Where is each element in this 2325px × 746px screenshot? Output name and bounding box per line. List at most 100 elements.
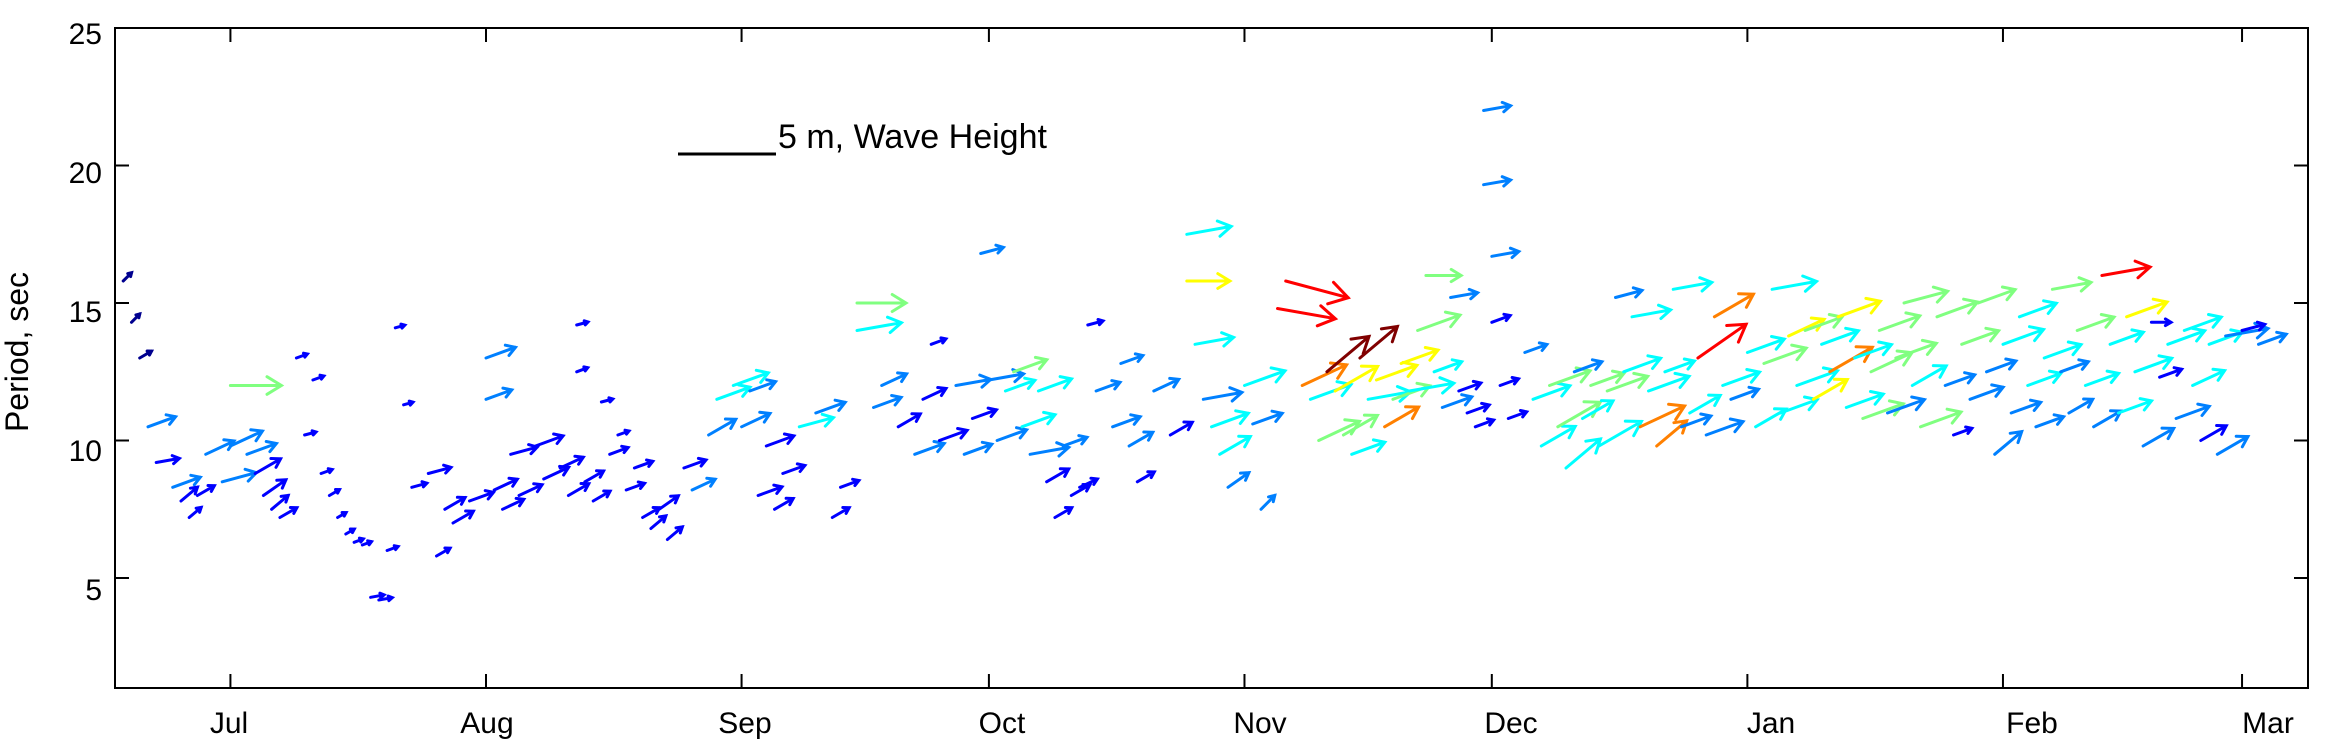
wave-arrow: [781, 462, 808, 475]
wave-arrow: [1655, 418, 1689, 448]
wave-arrow: [954, 373, 994, 389]
x-tick-label: Sep: [718, 707, 771, 740]
wave-arrow: [1952, 425, 1975, 437]
wave-arrow: [872, 394, 904, 409]
x-tick-label: Dec: [1484, 707, 1537, 740]
wave-arrow: [1243, 366, 1288, 387]
wave-arrow: [195, 484, 217, 497]
wave-arrow: [1185, 219, 1235, 238]
wave-arrow: [2001, 325, 2047, 346]
wave-arrow: [1581, 399, 1616, 420]
wave-arrow: [1482, 175, 1514, 188]
wave-arrow: [855, 315, 905, 334]
wave-arrow: [1638, 402, 1688, 429]
wave-arrow: [2050, 276, 2094, 293]
wave-arrow: [583, 469, 607, 484]
wave-arrow: [1935, 297, 1981, 319]
wave-arrow: [2026, 369, 2064, 387]
wave-arrow: [2215, 434, 2251, 456]
wave-arrow: [1704, 417, 1746, 437]
wave-arrow: [278, 506, 300, 519]
wave-arrow: [1853, 340, 1895, 360]
wave-arrow: [2083, 369, 2122, 387]
wave-arrow: [443, 495, 468, 511]
wave-arrow: [1028, 441, 1072, 458]
wave-arrow: [1902, 285, 1951, 305]
wave-arrow: [1416, 310, 1463, 332]
wave-arrow: [665, 525, 685, 541]
wave-arrow: [1688, 393, 1723, 415]
wave-arrow: [2075, 313, 2117, 332]
wave-arrow: [492, 476, 520, 492]
wave-arrow: [1803, 313, 1845, 332]
wave-arrow: [2067, 397, 2096, 415]
y-tick-label: 15: [69, 296, 102, 329]
wave-arrow: [1407, 376, 1457, 395]
wave-arrow: [2034, 413, 2067, 429]
wave-arrow: [319, 467, 335, 475]
wave-arrow: [979, 243, 1007, 255]
wave-arrow: [1341, 413, 1380, 437]
arrow-series: [121, 100, 2289, 603]
wave-arrow: [2240, 320, 2268, 332]
wave-arrow: [962, 440, 995, 456]
wave-arrow: [1968, 383, 2006, 401]
wave-arrow: [2174, 402, 2212, 420]
wave-arrow: [1960, 326, 2002, 346]
x-tick-label: Aug: [460, 707, 513, 740]
wave-arrow: [2166, 326, 2208, 346]
wave-arrow: [1086, 318, 1106, 327]
wave-arrow: [1820, 326, 1862, 346]
wave-arrow: [261, 478, 289, 497]
wave-arrow: [1399, 346, 1441, 365]
wave-arrow: [1993, 429, 2024, 456]
wave-arrow: [1614, 286, 1645, 299]
wave-arrow: [566, 482, 592, 497]
wave-arrow: [1770, 274, 1820, 293]
wave-arrow: [764, 432, 797, 448]
wave-arrow: [1036, 375, 1075, 393]
wave-arrow: [1985, 357, 2019, 374]
wave-arrow: [1119, 352, 1146, 365]
wave-arrow: [1498, 376, 1522, 387]
wave-arrow: [1836, 296, 1884, 319]
wave-arrow: [1482, 100, 1514, 114]
y-tick-label: 25: [69, 18, 102, 51]
wave-arrow: [501, 496, 527, 511]
wave-arrow: [1976, 285, 2018, 305]
wave-arrow: [534, 432, 566, 448]
wave-arrow: [1679, 412, 1714, 429]
wave-arrow: [1721, 368, 1763, 387]
wave-arrow: [1152, 376, 1182, 393]
wave-arrow: [657, 494, 681, 511]
wave-arrow: [2042, 340, 2084, 360]
wave-arrow: [830, 506, 852, 519]
wave-arrow: [2182, 313, 2224, 332]
x-tick-labels: Jul Aug Sep Oct Nov Dec Jan Feb Mar: [210, 707, 2294, 740]
wave-arrow: [1589, 369, 1627, 387]
wave-arrow: [913, 440, 947, 456]
x-tick-label: Nov: [1233, 707, 1286, 740]
x-tick-label: Jan: [1747, 707, 1795, 740]
wave-arrow: [360, 539, 375, 547]
wave-arrow: [1440, 393, 1475, 409]
wave-arrow: [1490, 312, 1513, 324]
wave-arrow: [344, 527, 357, 536]
wave-arrow: [1111, 413, 1143, 429]
wave-arrow: [228, 375, 285, 396]
wave-arrow: [138, 349, 155, 360]
wave-arrow: [1729, 385, 1762, 401]
wave-arrow: [1053, 506, 1075, 519]
wave-arrow: [187, 505, 204, 519]
wave-arrow: [1671, 276, 1715, 293]
wave-arrow: [558, 454, 586, 470]
x-tick-label: Mar: [2242, 707, 2294, 740]
wave-arrow: [2100, 259, 2153, 280]
wave-arrow: [2141, 426, 2177, 448]
wave-arrow: [509, 443, 540, 456]
wave-arrow: [2125, 297, 2170, 319]
wave-arrow: [839, 477, 862, 489]
wave-arrow: [1251, 409, 1285, 426]
wave-arrow: [1523, 341, 1550, 354]
